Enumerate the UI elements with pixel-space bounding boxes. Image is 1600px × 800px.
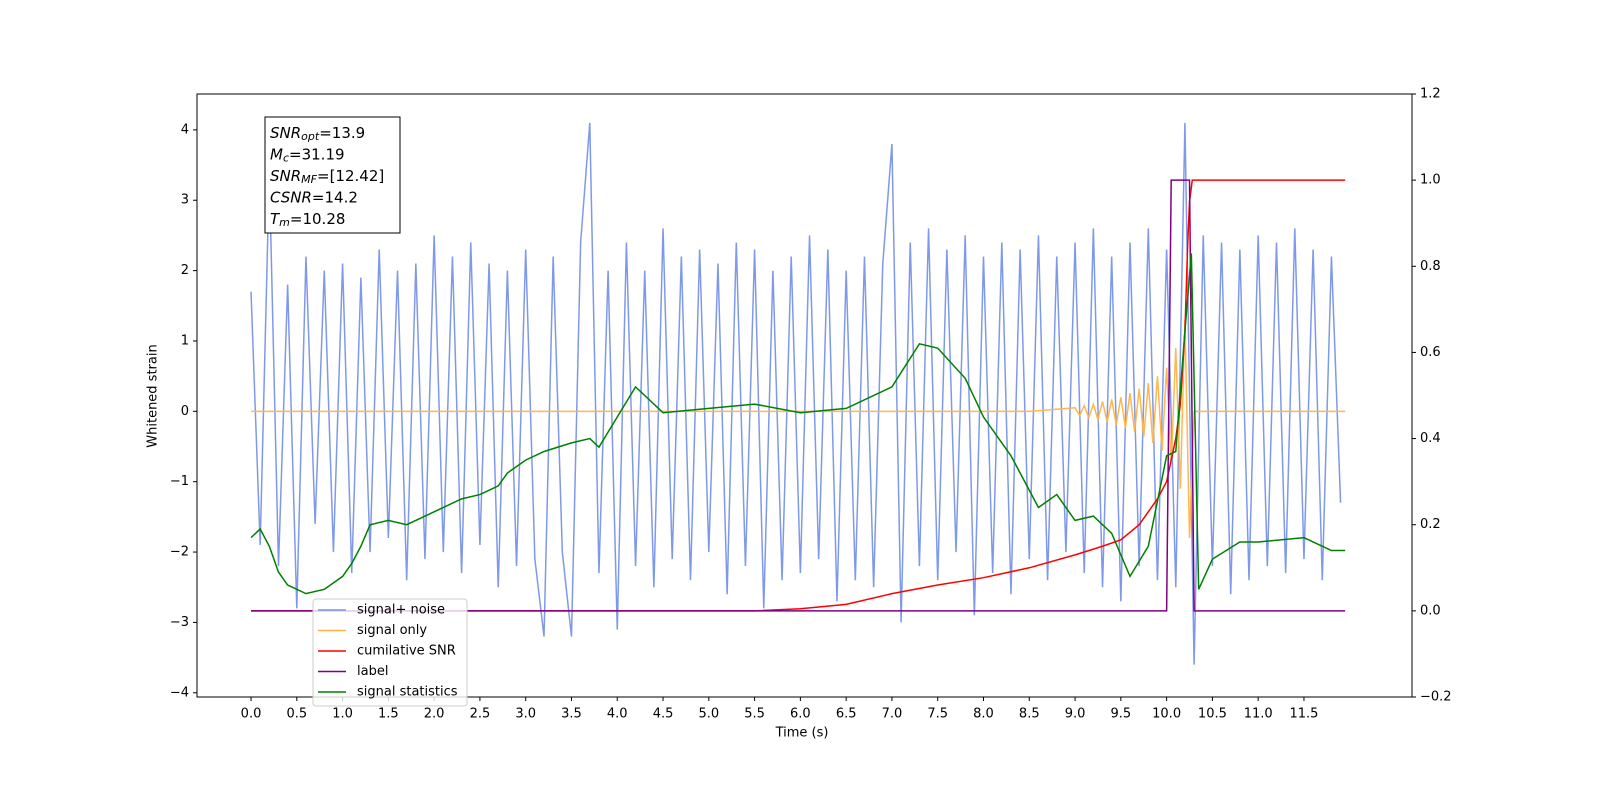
x-tick-label: 8.5 <box>1019 707 1040 722</box>
legend-label: signal+ noise <box>357 603 445 618</box>
y2-tick-label: 0.6 <box>1420 345 1441 360</box>
annotation-value: =31.19 <box>289 145 345 163</box>
annotation-line: CSNR=14.2 <box>270 188 358 206</box>
x-tick-label: 4.0 <box>607 707 628 722</box>
plot-frame <box>196 93 1413 698</box>
annotation-sub: m <box>279 216 290 229</box>
y2-tick-label: 1.0 <box>1420 173 1441 188</box>
legend-frame <box>312 598 468 707</box>
x-tick-label: 9.0 <box>1065 707 1086 722</box>
x-tick-label: 11.0 <box>1244 707 1273 722</box>
y-tick-label: 4 <box>181 122 189 137</box>
annotation-box: SNRopt=13.9Mc=31.19SNRMF=[12.42]CSNR=14.… <box>264 116 401 234</box>
y2-tick-label: 0.8 <box>1420 259 1441 274</box>
series-line <box>251 179 1346 612</box>
x-tick-label: 10.5 <box>1198 707 1227 722</box>
annotation-name: SNR <box>270 124 301 142</box>
x-tick-label: 11.5 <box>1289 707 1318 722</box>
x-tick-label: 6.0 <box>790 707 811 722</box>
x-tick-label: 5.0 <box>698 707 719 722</box>
x-tick-label: 10.0 <box>1152 707 1181 722</box>
y-tick-label: −4 <box>170 685 189 700</box>
series-line <box>250 122 1342 665</box>
y-axis-label: Whitened strain <box>146 344 161 447</box>
y2-tick-label: 1.2 <box>1420 87 1441 102</box>
annotation-name: M <box>270 145 283 163</box>
x-tick-label: 8.0 <box>973 707 994 722</box>
x-tick-label: 1.0 <box>332 707 353 722</box>
x-axis-label: Time (s) <box>775 726 829 741</box>
y-tick-label: 2 <box>181 263 189 278</box>
x-tick-label: 0.0 <box>241 707 262 722</box>
x-tick-label: 4.5 <box>653 707 674 722</box>
x-tick-label: 1.5 <box>378 707 399 722</box>
legend-label: label <box>357 664 388 679</box>
annotation-value: =14.2 <box>312 188 358 206</box>
y2-tick-label: 0.4 <box>1420 431 1441 446</box>
annotation-value: =10.28 <box>290 210 346 228</box>
x-tick-label: 9.5 <box>1110 707 1131 722</box>
annotation-value: =[12.42] <box>317 167 384 185</box>
annotation-line: SNRopt=13.9 <box>270 124 365 144</box>
annotation-line: Tm=10.28 <box>270 210 345 230</box>
legend-label: cumilative SNR <box>357 644 456 659</box>
annotation-frame <box>264 116 401 234</box>
annotation-sub: MF <box>301 173 317 186</box>
annotation-name: CSNR <box>270 188 312 206</box>
series-line <box>251 179 1346 612</box>
y2-tick-label: −0.2 <box>1420 690 1452 705</box>
annotation-line: Mc=31.19 <box>270 145 345 165</box>
y-tick-label: 0 <box>181 404 189 419</box>
y-tick-label: −1 <box>170 474 189 489</box>
series-line <box>251 319 1346 539</box>
x-tick-label: 0.5 <box>286 707 307 722</box>
x-tick-label: 2.0 <box>424 707 445 722</box>
legend-label: signal only <box>357 623 427 638</box>
annotation-line: SNRMF=[12.42] <box>270 167 384 187</box>
annotation-name: T <box>270 210 281 228</box>
x-tick-label: 6.5 <box>836 707 857 722</box>
x-tick-label: 7.5 <box>927 707 948 722</box>
y2-tick-label: 0.2 <box>1420 517 1441 532</box>
x-tick-label: 5.5 <box>744 707 765 722</box>
annotation-name: SNR <box>270 167 301 185</box>
y-tick-label: −3 <box>170 615 189 630</box>
y-tick-label: 3 <box>181 193 189 208</box>
annotation-sub: c <box>283 152 289 165</box>
y2-tick-label: 0.0 <box>1420 603 1441 618</box>
x-tick-label: 3.0 <box>515 707 536 722</box>
x-tick-label: 2.5 <box>470 707 491 722</box>
y-tick-label: −2 <box>170 545 189 560</box>
x-tick-label: 7.0 <box>882 707 903 722</box>
annotation-value: =13.9 <box>319 124 365 142</box>
legend-label: signal statistics <box>357 685 458 700</box>
y-tick-label: 1 <box>181 333 189 348</box>
legend: signal+ noise signal only cumilative SNR la… <box>312 598 468 707</box>
x-tick-label: 3.5 <box>561 707 582 722</box>
annotation-sub: opt <box>301 130 320 143</box>
series-line <box>250 253 1346 595</box>
